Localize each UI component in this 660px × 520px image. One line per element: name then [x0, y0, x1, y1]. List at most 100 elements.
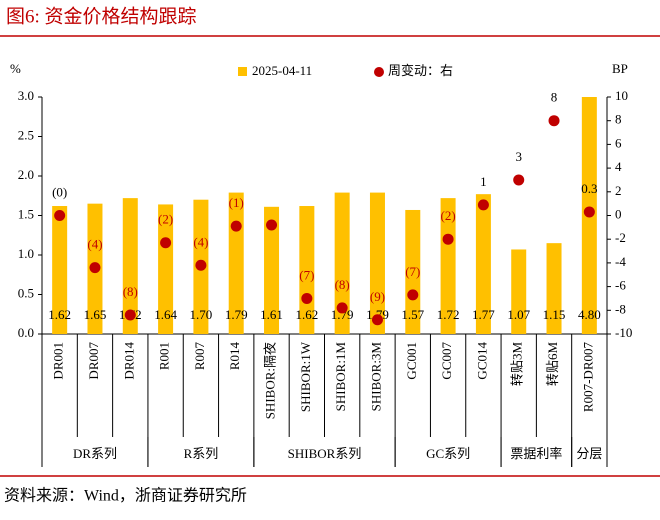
dot-label: (2) — [441, 208, 456, 223]
x-tick-label: DR001 — [51, 342, 66, 380]
bar-label: 4.80 — [578, 307, 601, 322]
dot-label: 0.3 — [581, 181, 597, 196]
legend-label: 2025-04-11 — [252, 63, 312, 78]
bar-label: 1.64 — [154, 307, 177, 322]
bar — [158, 204, 174, 334]
dot — [230, 220, 242, 232]
bar-label: 1.79 — [225, 307, 248, 322]
bar — [581, 97, 597, 334]
y2-tick-label: 4 — [615, 159, 622, 174]
y2-tick-label: -4 — [615, 254, 626, 269]
bar-label: 1.65 — [84, 307, 107, 322]
source: 资料来源：Wind，浙商证券研究所 — [4, 487, 247, 505]
dot — [407, 289, 419, 301]
dot — [266, 219, 278, 231]
bar-label: 1.77 — [472, 307, 495, 322]
y2-tick-label: -8 — [615, 301, 626, 316]
x-tick-label: SHIBOR:1M — [333, 342, 348, 412]
bar — [511, 249, 527, 334]
dot — [583, 206, 595, 218]
group-label: SHIBOR系列 — [288, 446, 362, 461]
dot-label: 8 — [551, 90, 558, 105]
bar-label: 1.62 — [48, 307, 71, 322]
y-tick-label: 1.0 — [18, 246, 34, 261]
y2-label: BP — [612, 61, 628, 76]
dot-label: (2) — [158, 212, 173, 227]
dot — [477, 199, 489, 211]
dot-label: 1 — [480, 174, 487, 189]
title: 图6: 资金价格结构跟踪 — [6, 5, 197, 27]
bar — [369, 192, 385, 334]
y2-tick-label: 0 — [615, 206, 622, 221]
dot — [336, 302, 348, 314]
bar-label: 1.62 — [295, 307, 318, 322]
dot-label: (1) — [229, 195, 244, 210]
y-tick-label: 0.0 — [18, 325, 34, 340]
y2-tick-label: 6 — [615, 135, 622, 150]
dot — [89, 262, 101, 274]
dot-label: (9) — [370, 289, 385, 304]
x-tick-label: 转贴6M — [545, 342, 560, 387]
x-tick-label: R007 — [192, 342, 207, 371]
x-tick-label: SHIBOR:1W — [298, 341, 313, 412]
group-label: 分层 — [576, 446, 602, 461]
group-label: GC系列 — [426, 446, 470, 461]
dot-label: (8) — [335, 277, 350, 292]
dot — [371, 314, 383, 326]
bar — [546, 243, 562, 334]
bar-label: 1.15 — [543, 307, 566, 322]
bar-label: 1.72 — [437, 307, 460, 322]
x-tick-label: R014 — [227, 342, 242, 371]
x-tick-label: DR014 — [121, 342, 136, 380]
legend-label: 周变动：右 — [388, 63, 453, 78]
group-label: DR系列 — [73, 446, 117, 461]
x-tick-label: GC007 — [439, 342, 454, 380]
bar — [122, 198, 138, 334]
bar-label: 1.79 — [331, 307, 354, 322]
dot — [160, 237, 172, 249]
dot-label: (7) — [299, 267, 314, 282]
dot — [513, 174, 525, 186]
x-tick-label: 转贴3M — [510, 342, 525, 387]
bar-label: 1.61 — [260, 307, 283, 322]
y-tick-label: 0.5 — [18, 285, 34, 300]
dot-label: (4) — [87, 237, 102, 252]
y2-tick-label: -2 — [615, 230, 626, 245]
bar — [405, 209, 421, 334]
y-label: % — [10, 61, 21, 76]
x-tick-label: GC001 — [404, 342, 419, 380]
dot-label: (7) — [405, 264, 420, 279]
y2-tick-label: 8 — [615, 112, 622, 127]
y2-tick-label: -10 — [615, 325, 632, 340]
bar — [264, 206, 280, 334]
x-tick-label: SHIBOR:3M — [368, 342, 383, 412]
bar — [334, 192, 350, 334]
x-tick-label: DR007 — [86, 342, 101, 380]
x-tick-label: SHIBOR:隔夜 — [263, 342, 278, 419]
group-label: R系列 — [184, 446, 219, 461]
legend-swatch — [238, 67, 247, 76]
y-tick-label: 2.5 — [18, 127, 34, 142]
bar-label: 1.57 — [401, 307, 424, 322]
y2-tick-label: -6 — [615, 278, 626, 293]
dot — [442, 233, 454, 245]
legend-swatch — [374, 67, 384, 77]
dot — [54, 210, 66, 221]
bar — [440, 198, 456, 334]
y2-tick-label: 10 — [615, 88, 628, 103]
x-tick-label: GC014 — [474, 342, 489, 380]
y-tick-label: 3.0 — [18, 88, 34, 103]
bar — [52, 206, 68, 334]
dot — [124, 309, 136, 321]
dot-label: (8) — [123, 284, 138, 299]
y-tick-label: 1.5 — [18, 206, 34, 221]
dot — [195, 259, 207, 271]
y2-tick-label: 2 — [615, 183, 622, 198]
x-tick-label: R007-DR007 — [580, 342, 595, 413]
x-tick-label: R001 — [157, 342, 172, 370]
dot — [548, 115, 560, 127]
dot-label: (4) — [193, 234, 208, 249]
bar-label: 1.70 — [190, 307, 213, 322]
dot-label: 3 — [515, 149, 522, 164]
